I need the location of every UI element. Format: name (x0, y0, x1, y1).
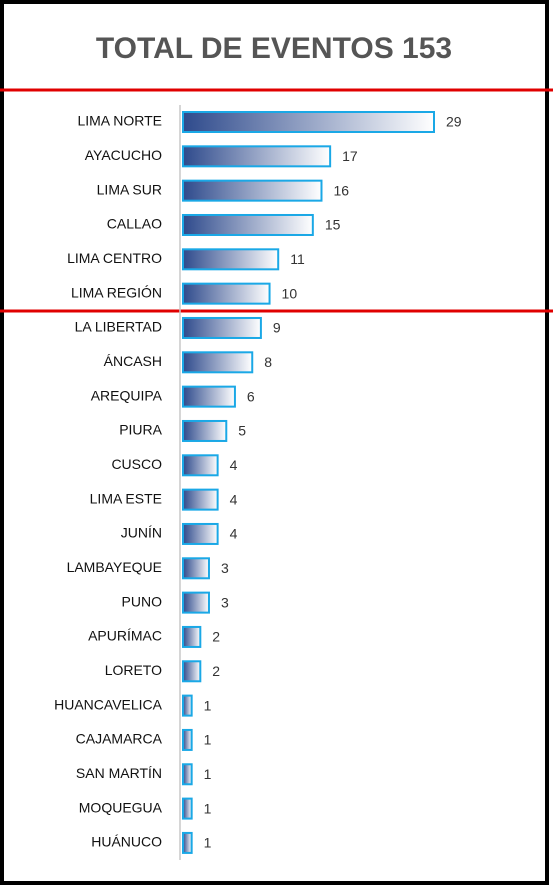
bar (182, 557, 210, 580)
category-label: PIURA (119, 422, 162, 438)
category-label: SAN MARTÍN (76, 765, 162, 781)
bar (182, 591, 210, 614)
category-label: AREQUIPA (91, 387, 163, 403)
category-label: LIMA CENTRO (67, 250, 162, 266)
bar (182, 179, 323, 202)
category-label: HUANCAVELICA (54, 696, 163, 712)
value-label: 4 (230, 491, 238, 507)
bar (182, 625, 202, 648)
category-label: LIMA SUR (97, 181, 162, 197)
value-label: 9 (273, 320, 281, 336)
bar (182, 728, 193, 751)
category-label: PUNO (122, 593, 163, 609)
bar (182, 111, 435, 133)
bar (182, 454, 219, 477)
value-label: 2 (212, 629, 220, 645)
category-label: AYACUCHO (85, 147, 162, 163)
value-label: 17 (342, 148, 358, 164)
value-label: 1 (204, 800, 212, 816)
bar (182, 522, 219, 545)
value-label: 3 (221, 594, 229, 610)
value-label: 3 (221, 560, 229, 576)
value-label: 1 (204, 697, 212, 713)
value-label: 8 (264, 354, 272, 370)
category-label: CALLAO (107, 216, 162, 232)
value-label: 6 (247, 388, 255, 404)
category-label: LIMA NORTE (77, 113, 162, 129)
bar (182, 145, 332, 168)
category-label: LIMA ESTE (90, 490, 162, 506)
value-label: 1 (204, 732, 212, 748)
bar (182, 831, 193, 854)
category-label: HUÁNUCO (91, 834, 162, 850)
category-label: LIMA REGIÓN (71, 284, 162, 300)
bar (182, 419, 228, 442)
chart-title: TOTAL DE EVENTOS 153 (96, 32, 452, 65)
value-label: 29 (446, 114, 462, 130)
category-label: APURÍMAC (88, 628, 162, 644)
bar (182, 316, 262, 339)
bar (182, 351, 254, 374)
bar (182, 488, 219, 511)
bar (182, 213, 314, 236)
bar (182, 385, 236, 408)
value-label: 4 (230, 457, 238, 473)
category-label: CAJAMARCA (76, 731, 163, 747)
bar (182, 660, 202, 683)
category-label: LAMBAYEQUE (67, 559, 162, 575)
category-label: ÁNCASH (104, 353, 162, 369)
value-label: 4 (230, 526, 238, 542)
value-label: 15 (325, 217, 341, 233)
bar (182, 248, 280, 271)
category-label: LORETO (105, 662, 162, 678)
bar (182, 694, 193, 717)
category-label: JUNÍN (121, 525, 162, 541)
category-label: MOQUEGUA (79, 799, 163, 815)
value-label: 5 (238, 423, 246, 439)
bar (182, 797, 193, 820)
value-label: 16 (333, 182, 349, 198)
value-label: 10 (282, 285, 298, 301)
value-label: 2 (212, 663, 220, 679)
value-label: 1 (204, 835, 212, 851)
category-label: CUSCO (111, 456, 162, 472)
bar (182, 763, 193, 786)
bar (182, 282, 271, 305)
value-label: 1 (204, 766, 212, 782)
value-label: 11 (290, 251, 305, 267)
category-label: LA LIBERTAD (75, 319, 162, 335)
